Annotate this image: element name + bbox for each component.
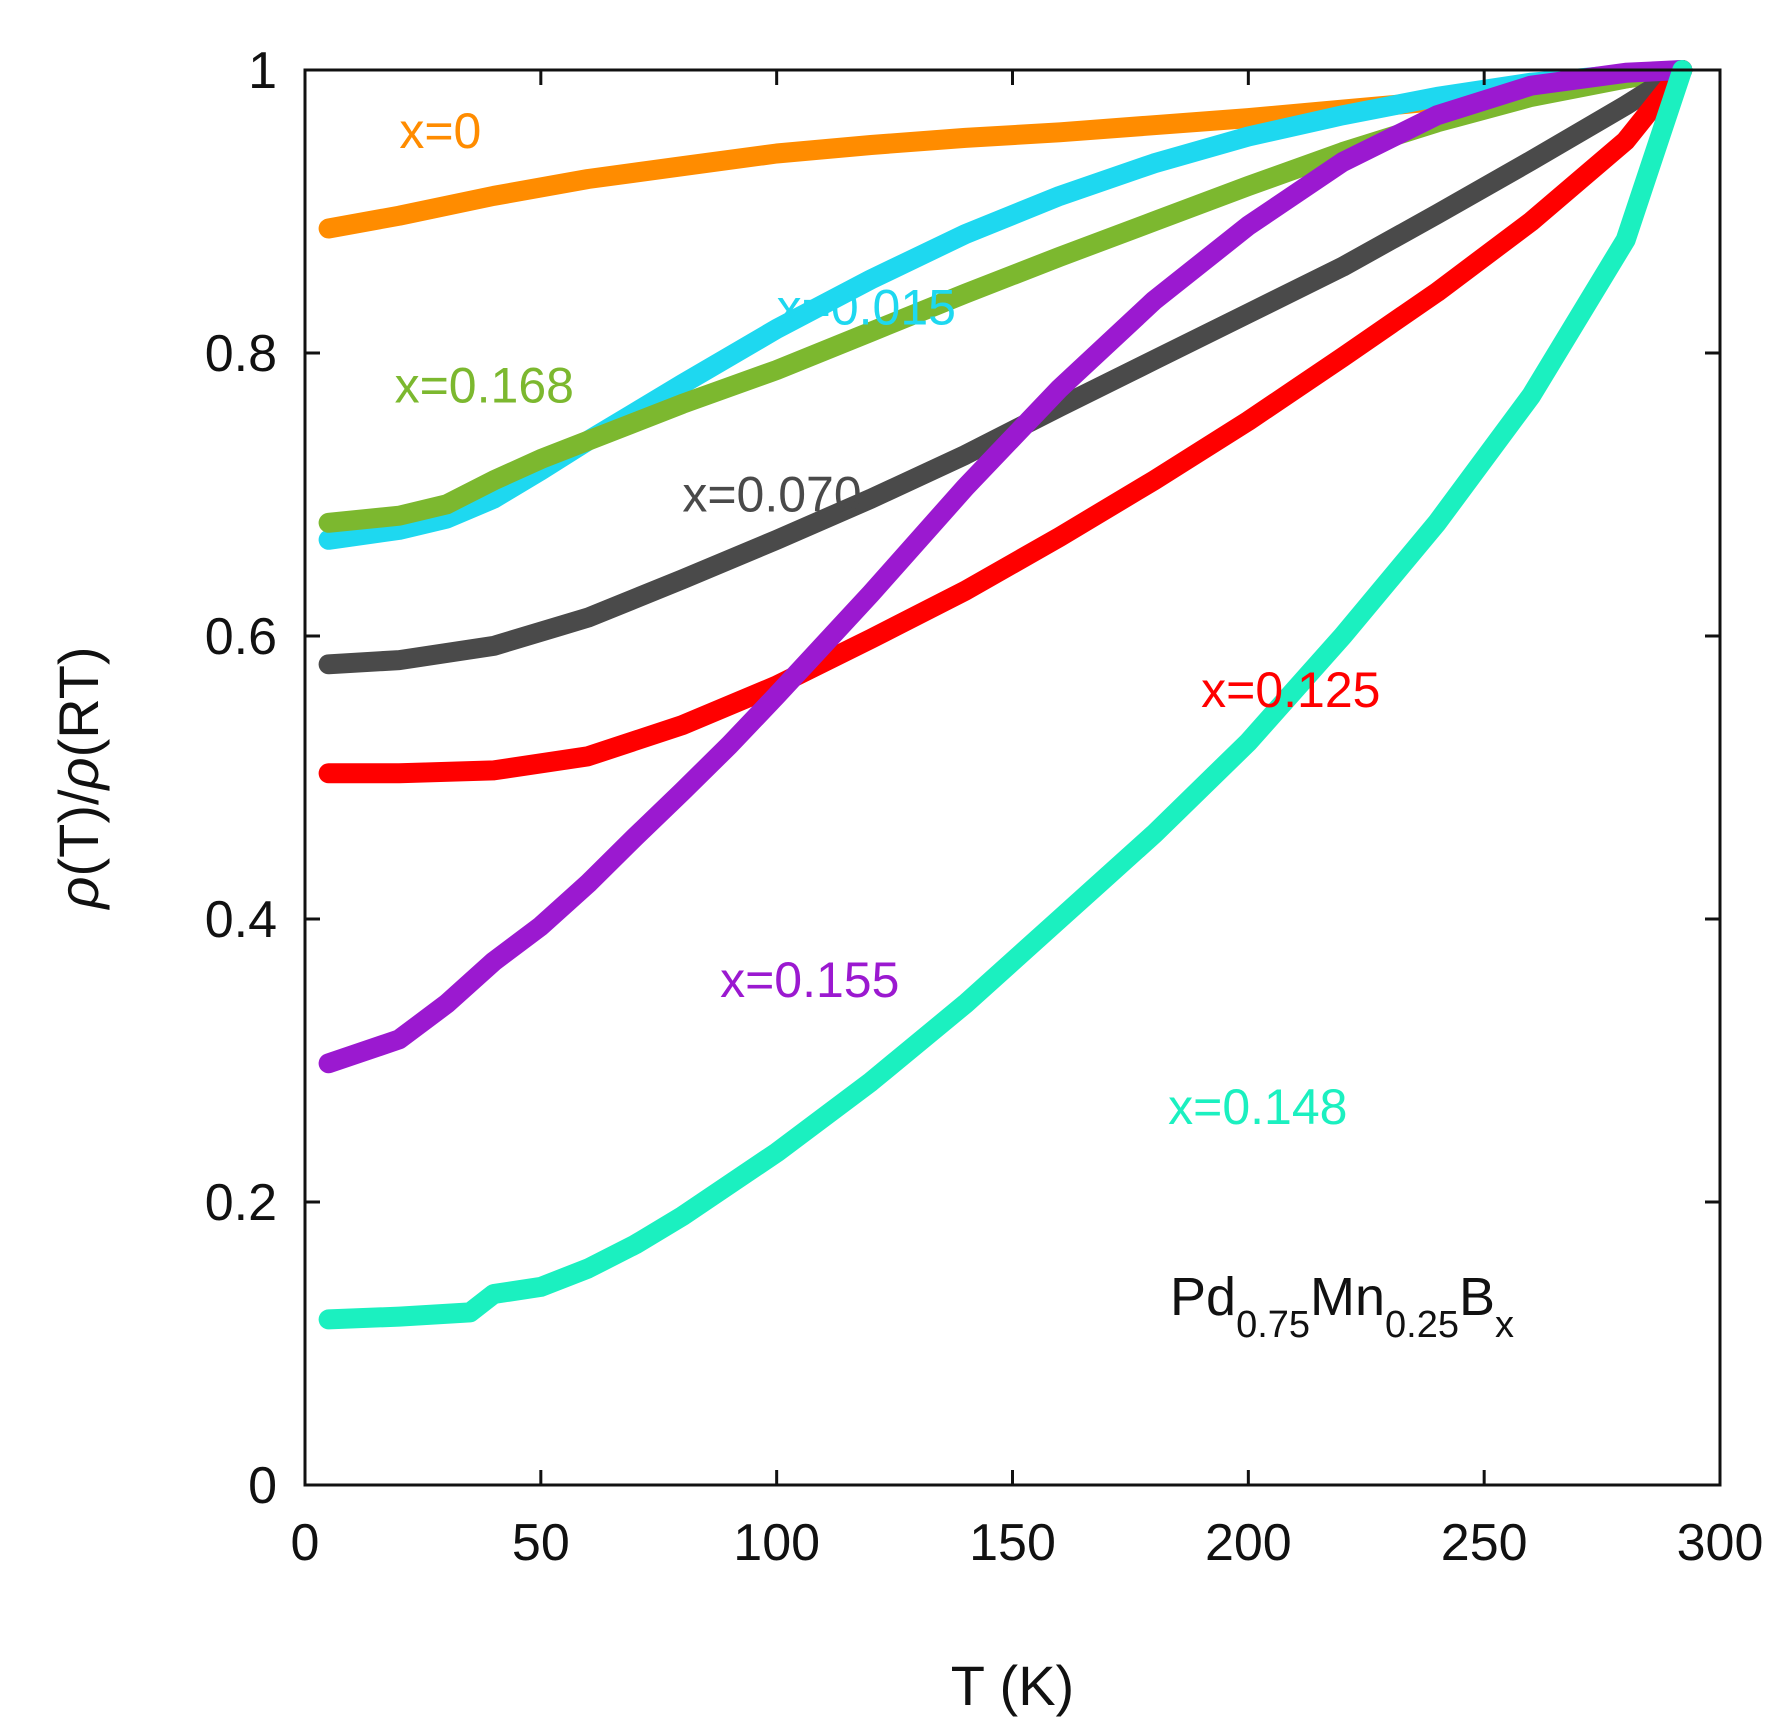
y-axis-part-rt: (RT)	[47, 646, 110, 757]
formula-b: B	[1459, 1267, 1495, 1327]
formula-mn: Mn	[1310, 1267, 1385, 1327]
x-tick-label-0: 0	[291, 1514, 320, 1572]
series-label-3: x=0.070	[682, 466, 861, 522]
x-tick-label-5: 250	[1441, 1514, 1528, 1572]
series-label-1: x=0.015	[777, 280, 956, 336]
series-label-2: x=0.168	[395, 358, 574, 414]
series-label-6: x=0.148	[1168, 1079, 1347, 1135]
series-label-5: x=0.155	[720, 952, 899, 1008]
y-tick-label-5: 1	[248, 42, 277, 100]
y-axis-rho-1: ρ	[47, 877, 110, 911]
y-axis-rho-2: ρ	[47, 757, 110, 791]
series-line-5	[318, 60, 1693, 1074]
formula-sub-mn: 0.25	[1385, 1304, 1459, 1346]
x-tick-label-2: 100	[733, 1514, 820, 1572]
y-tick-label-4: 0.8	[205, 325, 277, 383]
labels-layer: x=0 x=0.015 x=0.168 x=0.070 x=0.125 x=0.155 x=…	[395, 103, 1381, 1135]
series-layer	[318, 60, 1693, 1330]
x-tick-label-6: 300	[1677, 1514, 1764, 1572]
formula-sub-pd: 0.75	[1236, 1304, 1310, 1346]
series-label-0: x=0	[399, 103, 481, 159]
series-line-6	[318, 60, 1693, 1330]
x-tick-label-4: 200	[1205, 1514, 1292, 1572]
x-tick-label-1: 50	[512, 1514, 570, 1572]
formula-pd: Pd	[1170, 1267, 1236, 1327]
x-axis-title: T (K)	[951, 1654, 1074, 1717]
series-line-4	[318, 60, 1693, 784]
y-axis-title: ρ(T)/ρ(RT)	[47, 646, 110, 910]
y-tick-label-0: 0	[248, 1457, 277, 1515]
ticks-layer: 0 50 100 150 200 250 300 0 0.2 0.4 0.6 0.8 1	[205, 42, 1764, 1572]
series-label-4: x=0.125	[1201, 662, 1380, 718]
y-axis-part-t: (T)/	[47, 789, 110, 877]
series-line-1	[318, 60, 1693, 550]
y-tick-label-2: 0.4	[205, 891, 277, 949]
formula-sub-b: x	[1495, 1304, 1514, 1346]
formula-annotation: Pd0.75Mn0.25Bx	[1170, 1267, 1514, 1346]
y-tick-label-1: 0.2	[205, 1174, 277, 1232]
y-tick-label-3: 0.6	[205, 608, 277, 666]
x-tick-label-3: 150	[969, 1514, 1056, 1572]
